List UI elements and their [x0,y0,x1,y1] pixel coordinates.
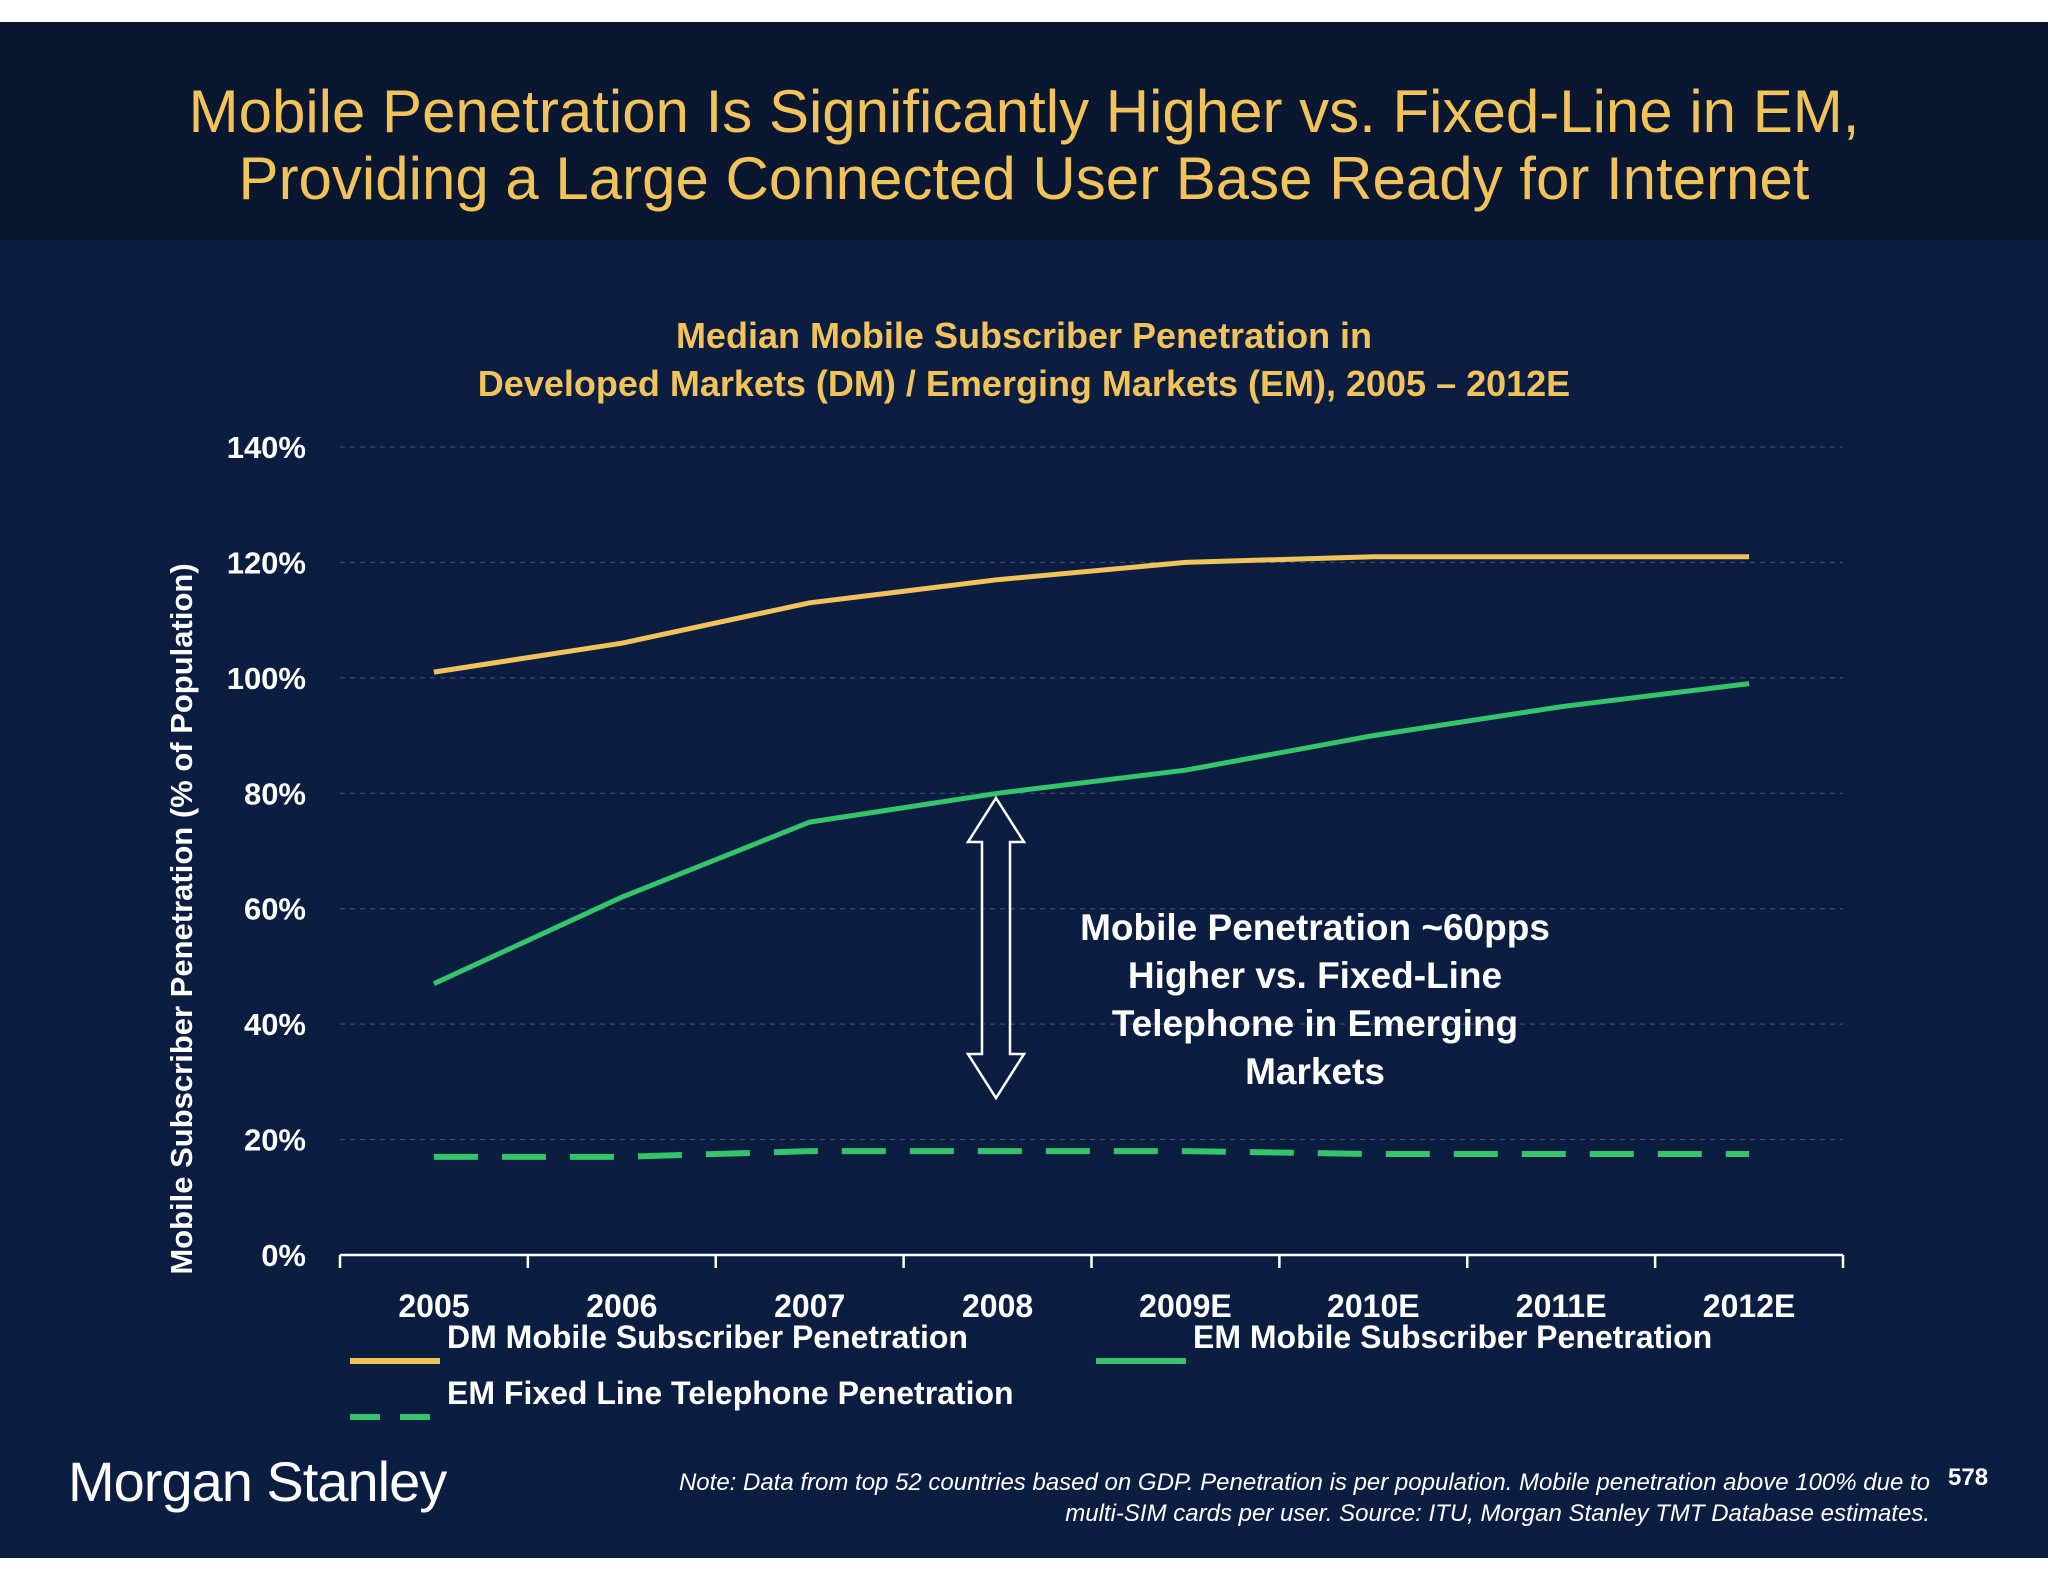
series-line-2 [432,681,1750,986]
x-tick-label: 2010E [1327,1288,1420,1324]
legend-label-em-mobile: EM Mobile Subscriber Penetration [1193,1319,1713,1355]
x-tick-label: 2012E [1703,1288,1796,1324]
y-tick-label: 60% [244,892,306,927]
x-tick-label: 2009E [1139,1288,1232,1324]
chart-title-line-2: Developed Markets (DM) / Emerging Market… [477,363,1571,404]
x-tick-label: 2006 [586,1288,657,1324]
series-line-3 [433,1148,1750,1160]
y-tick-label: 140% [227,430,306,465]
chart-title-line-1: Median Mobile Subscriber Penetration in [675,315,1373,356]
morgan-stanley-logo: Morgan Stanley [68,1450,447,1513]
slide-title-line-1: Mobile Penetration Is Significantly High… [188,78,1860,145]
callout-line-3: Telephone in Emerging [1111,1003,1519,1044]
slide: Mobile Penetration Is Significantly High… [0,22,2048,1558]
callout-line-4: Markets [1245,1051,1385,1092]
y-tick-label: 80% [244,776,306,811]
y-tick-label: 0% [261,1238,306,1273]
grid-lines [340,446,1843,1141]
double-arrow-icon [965,795,1027,1101]
x-axis [338,1253,1845,1268]
note-line-1: Note: Data from top 52 countries based o… [678,1469,1930,1496]
y-tick-labels: 0% 20% 40% 60% 80% 100% 120% 140% [227,430,306,1273]
legend-label-em-fixed: EM Fixed Line Telephone Penetration [447,1375,1014,1411]
callout-line-2: Higher vs. Fixed-Line [1127,955,1503,996]
legend-label-dm-mobile: DM Mobile Subscriber Penetration [447,1319,968,1355]
x-tick-label: 2007 [774,1288,845,1324]
title-band [0,22,2048,240]
y-tick-label: 120% [227,545,306,580]
x-tick-label: 2011E [1516,1288,1607,1324]
slide-title-line-2: Providing a Large Connected User Base Re… [238,145,1810,212]
y-axis-label: Mobile Subscriber Penetration (% of Popu… [164,563,199,1274]
y-tick-label: 100% [227,661,306,696]
callout-line-1: Mobile Penetration ~60pps [1080,907,1550,948]
series-line-1 [433,554,1750,675]
chart-area: 0%20%40%60%80%100%120%140% 2005 2006 2007 2… [164,430,1845,1420]
page-number: 578 [1948,1464,1989,1491]
series-lines [432,554,1750,1160]
y-tick-label: 20% [244,1123,306,1158]
x-tick-label: 2005 [398,1288,469,1324]
legend [350,1358,1186,1420]
x-tick-label: 2008 [962,1288,1033,1324]
y-tick-label: 40% [244,1007,306,1042]
x-tick-labels: 2005 2006 2007 2008 2009E 2010E 2011E 2012E [398,1288,1795,1324]
note-line-2: multi-SIM cards per user. Source: ITU, M… [1065,1500,1930,1527]
